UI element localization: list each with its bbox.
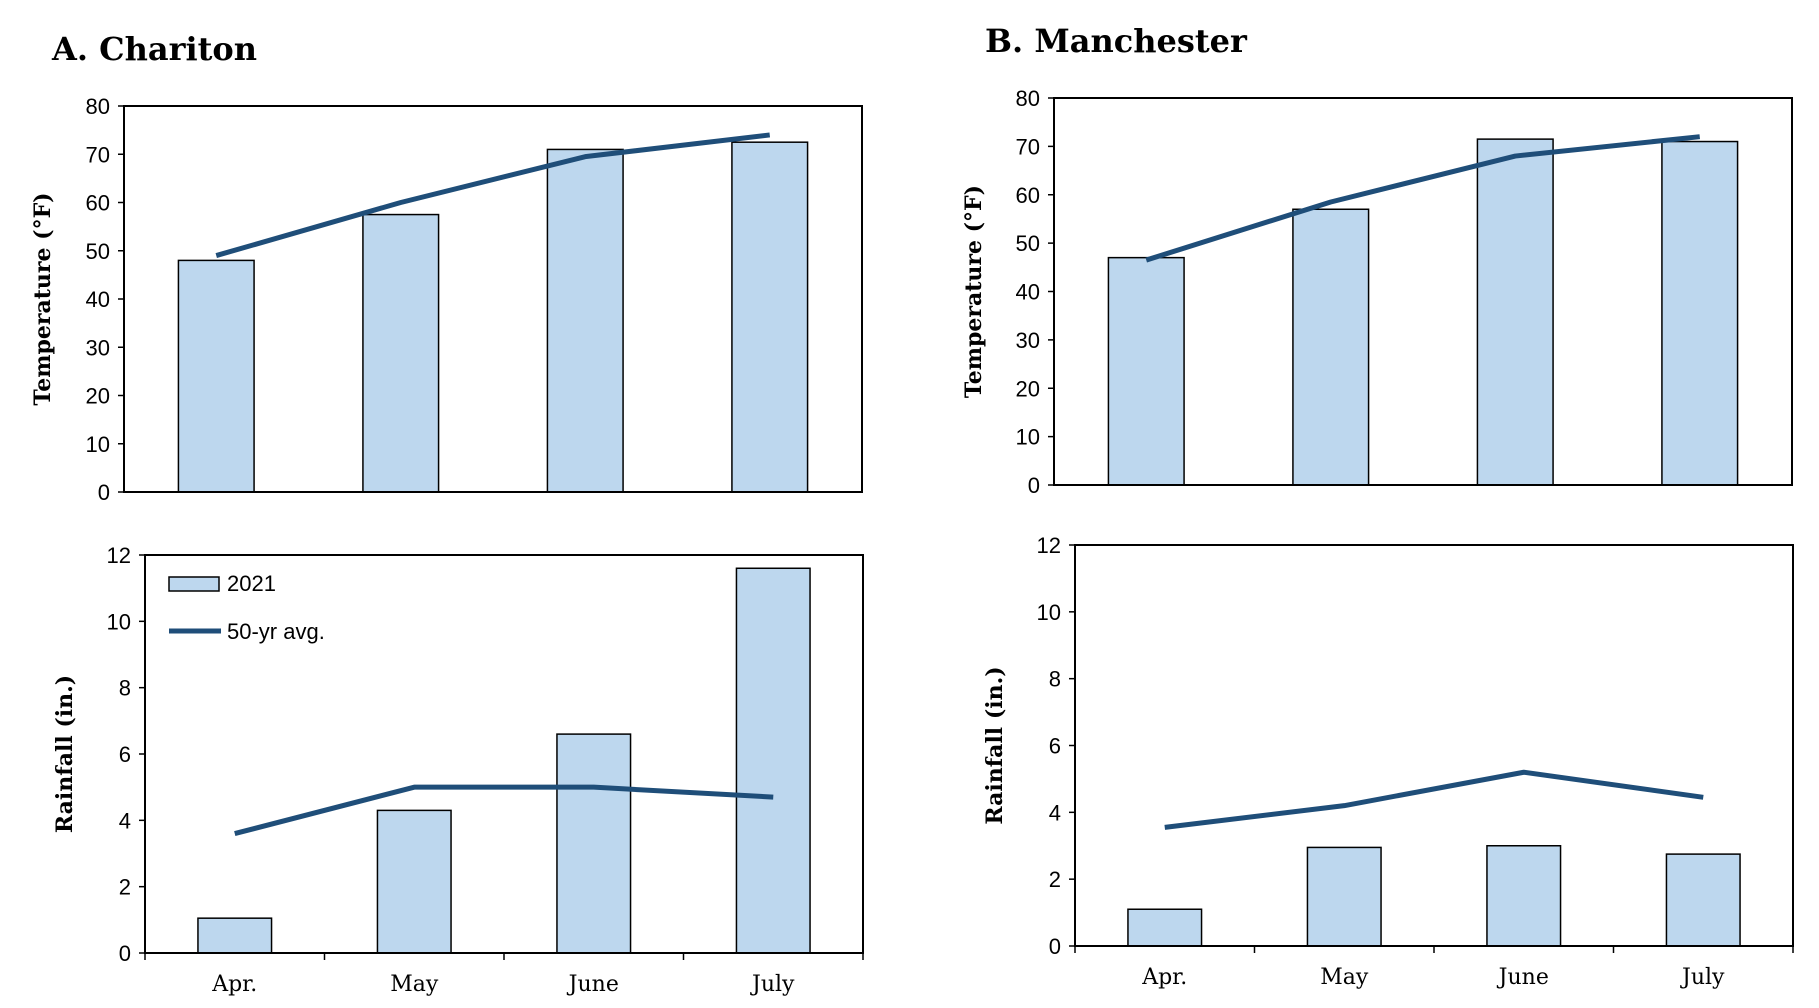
- y-axis-label: Temperature (°F): [30, 192, 56, 405]
- y-tick-label: 30: [86, 335, 110, 360]
- y-tick-label: 20: [86, 384, 110, 409]
- bar-may: [376, 809, 452, 954]
- bar-july: [1661, 140, 1739, 486]
- x-tick-label-may: May: [390, 972, 439, 997]
- bar-june: [1486, 845, 1562, 947]
- y-tick-label: 40: [86, 287, 110, 312]
- bar-may: [1292, 208, 1370, 486]
- x-tick-label-may: May: [1320, 965, 1369, 990]
- y-tick-label: 0: [1049, 934, 1061, 959]
- y-tick-label: 10: [107, 609, 131, 634]
- bar-june: [1476, 138, 1554, 486]
- bar-apr: [1107, 256, 1185, 486]
- y-tick-label: 8: [1049, 667, 1061, 692]
- x-tick-label-apr: Apr.: [1141, 965, 1187, 990]
- y-tick-label: 70: [86, 142, 110, 167]
- y-tick-label: 0: [119, 941, 131, 966]
- y-tick-label: 12: [1037, 533, 1061, 558]
- y-tick-label: 12: [107, 543, 131, 568]
- panel-title-chariton: A. Chariton: [51, 30, 257, 68]
- x-tick-label-june: June: [567, 972, 619, 997]
- chart-3: 0 2 4 6 8 10 12 Rainfall (in.) Apr. May June July: [982, 533, 1794, 990]
- x-tick-label-june: June: [1497, 965, 1549, 990]
- y-axis-label: Temperature (°F): [961, 185, 987, 398]
- bar-may: [1306, 846, 1382, 947]
- x-tick-label-july: July: [1680, 965, 1725, 990]
- legend-label-2021: 2021: [227, 571, 276, 596]
- y-tick-label: 60: [1016, 183, 1040, 208]
- y-tick-label: 70: [1016, 134, 1040, 159]
- bar-apr: [177, 259, 255, 493]
- y-tick-label: 60: [86, 191, 110, 216]
- bar-july: [1665, 853, 1741, 947]
- y-tick-label: 4: [119, 808, 131, 833]
- y-tick-label: 40: [1016, 280, 1040, 305]
- y-tick-label: 80: [86, 94, 110, 119]
- bar-june: [546, 148, 624, 493]
- y-tick-label: 4: [1049, 800, 1061, 825]
- y-tick-label: 2: [119, 875, 131, 900]
- panel-title-manchester: B. Manchester: [985, 22, 1248, 60]
- y-tick-label: 6: [119, 742, 131, 767]
- y-tick-label: 50: [1016, 231, 1040, 256]
- bar-july: [731, 141, 809, 493]
- x-tick-label-july: July: [750, 972, 795, 997]
- legend-label-50yr: 50-yr avg.: [227, 619, 325, 644]
- chart-0: 0 10 20 30 40 50 60 70 80 Temperature (°F): [30, 94, 863, 505]
- bar-may: [362, 213, 440, 493]
- y-axis-label: Rainfall (in.): [982, 666, 1008, 824]
- line-50yr-avg: [1164, 769, 1704, 830]
- y-tick-label: 2: [1049, 867, 1061, 892]
- bar-july: [735, 567, 811, 954]
- y-tick-label: 6: [1049, 734, 1061, 759]
- y-tick-label: 8: [119, 676, 131, 701]
- line-50yr-avg: [215, 132, 771, 258]
- y-tick-label: 50: [86, 239, 110, 264]
- y-tick-label: 80: [1016, 86, 1040, 111]
- y-tick-label: 10: [1037, 600, 1061, 625]
- y-tick-label: 20: [1016, 376, 1040, 401]
- y-tick-label: 10: [86, 432, 110, 457]
- x-tick-label-apr: Apr.: [211, 972, 257, 997]
- y-tick-label: 10: [1016, 425, 1040, 450]
- y-tick-label: 0: [1028, 473, 1040, 498]
- y-tick-label: 0: [98, 480, 110, 505]
- chart-1: 0 2 4 6 8 10 12 Rainfall (in.) Apr. May June July 20…: [52, 543, 864, 997]
- line-50yr-avg: [1145, 134, 1701, 263]
- legend-swatch-2021: [168, 576, 220, 592]
- chart-2: 0 10 20 30 40 50 60 70 80 Temperature (°F): [961, 86, 1793, 498]
- y-axis-label: Rainfall (in.): [52, 675, 78, 833]
- bar-june: [556, 733, 632, 954]
- y-tick-label: 30: [1016, 328, 1040, 353]
- bar-apr: [197, 917, 273, 954]
- line-50yr-avg: [234, 784, 774, 837]
- bar-apr: [1127, 908, 1203, 947]
